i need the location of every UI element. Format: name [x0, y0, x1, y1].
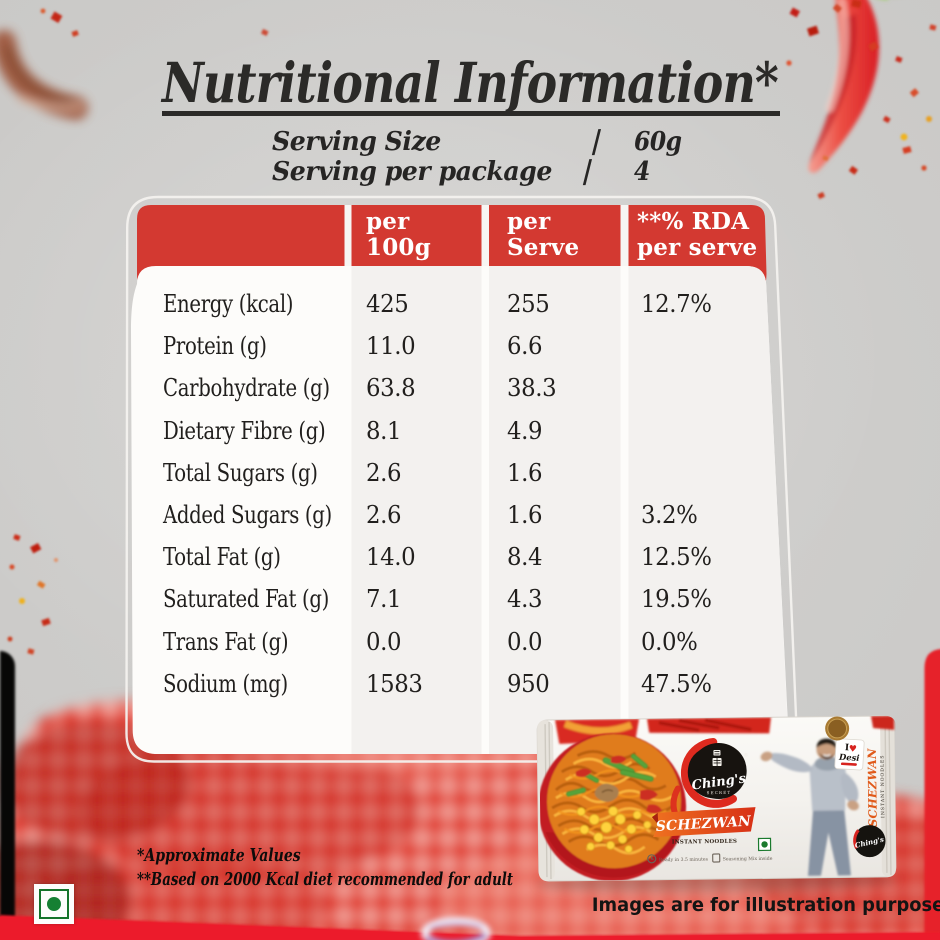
- disclaimer-text: Images are for illustration purpose: [591, 894, 940, 916]
- row-serve: 255: [507, 290, 550, 318]
- row-serve: 38.3: [507, 374, 557, 403]
- variant-label: SCHEZWAN: [655, 813, 752, 835]
- svg-text:Seasoning Mix inside: Seasoning Mix inside: [723, 856, 773, 863]
- row-rda: 12.7%: [641, 290, 712, 318]
- row-serve: 1.6: [507, 458, 543, 487]
- row-label: Added Sugars (g): [163, 501, 332, 529]
- row-rda: 47.5%: [641, 669, 712, 698]
- page-title: Nutritional Information*: [162, 50, 779, 115]
- header-per-serve: per Serve: [507, 208, 580, 261]
- serving-size-label: Serving Size: [272, 127, 441, 157]
- svg-text:INSTANT NOODLES: INSTANT NOODLES: [879, 754, 886, 818]
- badge-heart-icon: ♥: [848, 744, 857, 754]
- row-label: Energy (kcal): [163, 290, 294, 318]
- product-type-label: INSTANT NOODLES: [672, 839, 737, 846]
- spice-specks: [7, 534, 58, 655]
- row-rda: 12.5%: [641, 543, 712, 572]
- table-row: Sodium (mg) 1583 950 47.5%: [0, 663, 940, 705]
- row-serve: 6.6: [507, 332, 543, 361]
- package-veg-mark: [757, 837, 772, 852]
- svg-text:SCHEZWAN: SCHEZWAN: [865, 748, 880, 827]
- chilli-decor: [7, 0, 937, 655]
- brand-script: Ching's: [691, 771, 748, 793]
- svg-text:Ready in 3.5 minutes: Ready in 3.5 minutes: [659, 857, 709, 864]
- row-label: Carbohydrate (g): [163, 374, 330, 403]
- serving-package-value: 4: [634, 157, 650, 187]
- row-label: Sodium (mg): [163, 669, 288, 698]
- row-label: Saturated Fat (g): [163, 585, 329, 614]
- chings-logo: Ching's ® SECRET: [670, 738, 749, 830]
- row-per100: 1583: [366, 669, 423, 698]
- row-rda: 3.2%: [641, 501, 698, 529]
- footnote-approximate: *Approximate Values: [137, 845, 301, 866]
- row-label: Total Fat (g): [163, 543, 281, 572]
- row-label: Protein (g): [163, 332, 267, 361]
- corner-logo: Ching's: [853, 825, 886, 858]
- row-per100: 0.0: [366, 627, 402, 656]
- row-per100: 7.1: [366, 585, 402, 614]
- row-per100: 11.0: [366, 332, 416, 361]
- row-serve: 1.6: [507, 501, 543, 529]
- svg-text:Desi: Desi: [838, 752, 860, 763]
- table-row: Total Fat (g) 14.0 8.4 12.5%: [0, 536, 940, 578]
- footnote-rda-basis: **Based on 2000 Kcal diet recommended fo…: [137, 869, 514, 890]
- row-per100: 8.1: [366, 416, 402, 445]
- header-per-100g: per 100g: [366, 208, 431, 261]
- row-label: Trans Fat (g): [163, 627, 289, 656]
- row-serve: 4.9: [507, 416, 543, 445]
- row-rda: 19.5%: [641, 585, 712, 614]
- row-label: Dietary Fibre (g): [163, 416, 326, 445]
- man-figure: [760, 738, 859, 876]
- row-per100: 425: [366, 290, 409, 318]
- header-rda: **% RDA per serve: [637, 208, 758, 261]
- serving-package-label: Serving per package: [272, 157, 552, 187]
- table-row: Energy (kcal) 425 255 12.7%: [0, 283, 940, 325]
- right-red-bar: [924, 649, 940, 940]
- brand-sub: SECRET: [707, 790, 732, 795]
- veg-symbol-dot: [47, 897, 61, 911]
- row-per100: 2.6: [366, 458, 402, 487]
- blurred-garlic-decor: [0, 30, 88, 120]
- table-row: Carbohydrate (g) 63.8 38.3: [0, 367, 940, 409]
- side-vertical-text: SCHEZWAN INSTANT NOODLES: [865, 748, 886, 827]
- row-serve: 950: [507, 669, 550, 698]
- row-per100: 14.0: [366, 543, 416, 572]
- gold-badge: [825, 716, 850, 741]
- row-label: Total Sugars (g): [163, 458, 318, 487]
- noodle-bowl: [539, 733, 687, 882]
- veg-symbol: [34, 884, 74, 924]
- table-row: Saturated Fat (g) 7.1 4.3 19.5%: [0, 578, 940, 620]
- i-love-desi-badge: I ♥ Desi: [834, 738, 865, 771]
- row-serve: 4.3: [507, 585, 543, 614]
- row-per100: 2.6: [366, 501, 402, 529]
- badge-i: I: [845, 743, 850, 753]
- table-row: Trans Fat (g) 0.0 0.0 0.0%: [0, 621, 940, 663]
- schezwan-banner: SCHEZWAN: [651, 807, 756, 838]
- row-per100: 63.8: [366, 374, 416, 403]
- row-serve: 8.4: [507, 543, 543, 572]
- package-notes: Ready in 3.5 minutes Seasoning Mix insid…: [647, 853, 773, 864]
- black-edge-decor: [0, 651, 15, 931]
- veg-symbol-border: [39, 889, 69, 919]
- serving-size-value: 60g: [634, 127, 682, 157]
- table-row: Dietary Fibre (g) 8.1 4.9: [0, 410, 940, 452]
- table-row: Total Sugars (g) 2.6 1.6: [0, 452, 940, 494]
- table-row: Added Sugars (g) 2.6 1.6 3.2%: [0, 494, 940, 536]
- row-rda: 0.0%: [641, 627, 698, 656]
- row-serve: 0.0: [507, 627, 543, 656]
- chilli-flakes: [40, 0, 937, 199]
- brand-registered-mark: ®: [743, 752, 748, 759]
- title-underline: [162, 111, 780, 116]
- table-row: Protein (g) 11.0 6.6: [0, 325, 940, 367]
